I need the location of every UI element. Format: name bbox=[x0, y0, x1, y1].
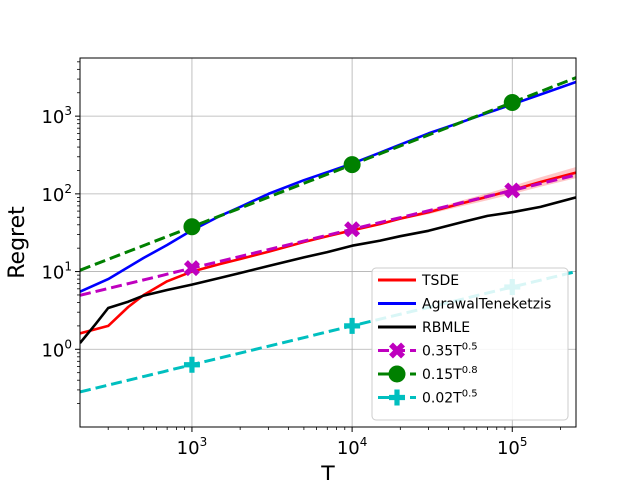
marker-0-35t-0-5 bbox=[344, 221, 361, 238]
marker-0-02t-0-5 bbox=[183, 356, 200, 373]
legend-item-rbmle: RBMLE bbox=[378, 320, 470, 336]
x-tick-label: 103 bbox=[177, 435, 208, 459]
marker-0-02t-0-5 bbox=[344, 317, 361, 334]
legend-item-tsde: TSDE bbox=[378, 273, 459, 289]
legend-label: AgrawalTeneketzis bbox=[422, 297, 551, 313]
marker-0-35t-0-5 bbox=[183, 260, 200, 277]
x-tick-label: 105 bbox=[497, 435, 528, 459]
y-tick-label: 103 bbox=[41, 104, 72, 128]
series-markers bbox=[183, 93, 521, 373]
series-line-rbmle bbox=[80, 196, 576, 344]
legend-marker bbox=[389, 342, 405, 359]
series-line-0-15t-0-8 bbox=[80, 76, 576, 272]
legend-label: TSDE bbox=[421, 273, 459, 289]
legend-label: RBMLE bbox=[422, 320, 470, 336]
legend-item-0-15t-0-8: 0.15T0.8 bbox=[378, 365, 478, 383]
confidence-bands bbox=[80, 167, 576, 334]
legend-label: 0.35T0.5 bbox=[422, 342, 478, 360]
axis-ticks: 103 104 105 100 101 102 103 bbox=[41, 61, 561, 459]
band-tsde bbox=[80, 167, 576, 334]
y-tick-label: 101 bbox=[41, 260, 72, 284]
legend-marker bbox=[388, 365, 406, 383]
plot-frame bbox=[79, 57, 577, 428]
marker-0-35t-0-5 bbox=[504, 182, 521, 199]
grid-lines bbox=[80, 58, 576, 427]
x-tick-label: 104 bbox=[337, 435, 368, 459]
series-line-agrawalteneketzis bbox=[80, 80, 576, 293]
legend-marker bbox=[389, 389, 405, 406]
x-axis-label: T bbox=[320, 463, 335, 480]
legend-label: 0.02T0.5 bbox=[422, 389, 478, 407]
marker-0-15t-0-8 bbox=[503, 93, 521, 111]
y-tick-label: 102 bbox=[41, 182, 72, 206]
legend: TSDE AgrawalTeneketzis RBMLE 0.35T0.5 0.15T0… bbox=[371, 267, 569, 421]
y-axis-label: Regret bbox=[5, 206, 30, 279]
marker-0-15t-0-8 bbox=[343, 156, 361, 174]
legend-item-0-02t-0-5: 0.02T0.5 bbox=[378, 389, 478, 407]
legend-label: 0.15T0.8 bbox=[422, 365, 478, 383]
series-line-0-35t-0-5 bbox=[80, 173, 576, 297]
marker-0-15t-0-8 bbox=[183, 218, 201, 236]
legend-item-agrawalteneketzis: AgrawalTeneketzis bbox=[378, 297, 551, 313]
legend-item-0-35t-0-5: 0.35T0.5 bbox=[378, 342, 478, 360]
y-tick-label: 100 bbox=[41, 337, 72, 361]
legend-box bbox=[371, 267, 569, 421]
